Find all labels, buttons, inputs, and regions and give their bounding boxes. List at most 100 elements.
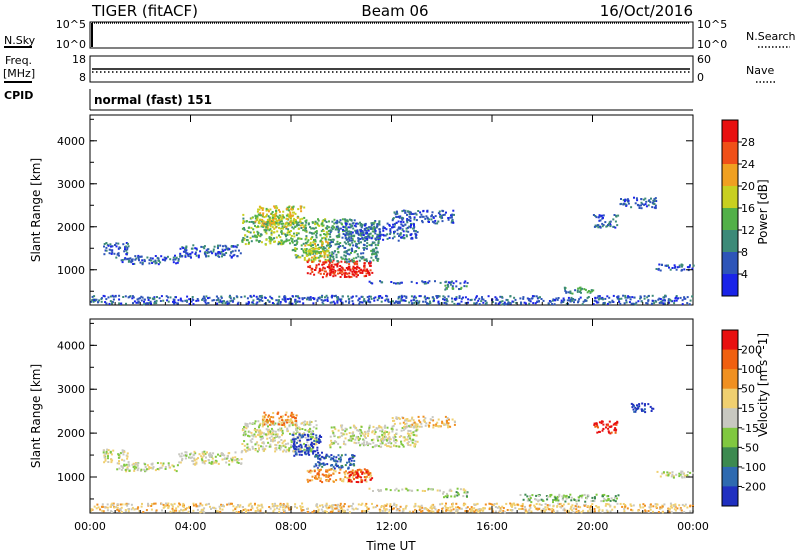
colorbar-tick-label-3: 15 bbox=[741, 402, 755, 415]
ytick-label-3: 4000 bbox=[57, 339, 85, 352]
freq-unit: [MHz] bbox=[3, 67, 35, 80]
xtick-label-3: 12:00 bbox=[376, 520, 408, 533]
power-region-17 bbox=[619, 196, 658, 210]
nsearch-tick-bottom: 10^0 bbox=[697, 38, 727, 51]
colorbar-tick-label-2: 20 bbox=[741, 180, 755, 193]
xtick-label-1: 04:00 bbox=[175, 520, 207, 533]
colorbar-swatch-5 bbox=[722, 230, 738, 253]
velocity-region-15 bbox=[593, 420, 619, 435]
freq-strip-frame bbox=[89, 55, 694, 83]
colorbar-tick-label-4: 12 bbox=[741, 224, 755, 237]
power-region-13 bbox=[368, 280, 469, 285]
ytick-label-1: 2000 bbox=[57, 221, 85, 234]
power-region-12 bbox=[391, 209, 455, 225]
colorbar-tick-label-6: -100 bbox=[741, 461, 766, 474]
power-region-2 bbox=[115, 254, 180, 266]
ytick-label-2: 3000 bbox=[57, 383, 85, 396]
velocity-region-13 bbox=[442, 491, 469, 499]
colorbar-swatch-2 bbox=[722, 369, 738, 390]
velocity-axes: 1000 2000 3000 4000 00:00 04:00 08:00 12:00 16:0… bbox=[57, 319, 709, 533]
nsky-tick-top: 10^5 bbox=[56, 18, 86, 31]
ytick-label-0: 1000 bbox=[57, 471, 85, 484]
velocity-region-5 bbox=[261, 411, 298, 427]
colorbar-swatch-3 bbox=[722, 186, 738, 209]
colorbar-tick-label-6: 4 bbox=[741, 268, 748, 281]
colorbar-tick-label-5: 8 bbox=[741, 246, 748, 259]
colorbar-swatch-6 bbox=[722, 252, 738, 275]
power-region-5 bbox=[254, 205, 306, 229]
colorbar-swatch-0 bbox=[722, 120, 738, 143]
velocity-region-2 bbox=[116, 462, 179, 473]
power-region-6 bbox=[291, 218, 331, 259]
colorbar-swatch-1 bbox=[722, 142, 738, 165]
velocity-panel-frame bbox=[89, 318, 694, 514]
colorbar-swatch-5 bbox=[722, 427, 738, 448]
velocity-region-12 bbox=[368, 487, 467, 493]
colorbar-frame bbox=[721, 329, 739, 507]
colorbar-tick-label-3: 16 bbox=[741, 202, 755, 215]
power-region-1 bbox=[103, 242, 130, 257]
velocity-colorbar-label: Velocity [m s^-1] bbox=[756, 333, 770, 437]
colorbar-tick-label-1: 100 bbox=[741, 363, 762, 376]
colorbar-tick-label-2: 50 bbox=[741, 383, 755, 396]
nave-tick-top: 60 bbox=[697, 53, 711, 66]
power-colorbar: 28 24 20 16 12 8 4 bbox=[721, 119, 755, 297]
colorbar-tick-label-5: -50 bbox=[741, 441, 759, 454]
xtick-label-5: 20:00 bbox=[577, 520, 609, 533]
cpid-value: normal (fast) 151 bbox=[94, 93, 212, 107]
power-region-3 bbox=[179, 244, 242, 259]
ytick-label-1: 2000 bbox=[57, 427, 85, 440]
power-region-14 bbox=[444, 283, 468, 291]
power-region-15 bbox=[563, 286, 595, 295]
nsky-tick-bottom: 10^0 bbox=[56, 38, 86, 51]
freq-tick-bottom: 8 bbox=[79, 71, 86, 84]
velocity-ylabel: Slant Range [km] bbox=[29, 364, 43, 468]
velocity-region-9 bbox=[347, 470, 374, 484]
colorbar-tick-label-0: 200 bbox=[741, 344, 762, 357]
power-colorbar-label: Power [dB] bbox=[756, 179, 770, 244]
velocity-region-14 bbox=[519, 493, 620, 504]
velocity-data-layer bbox=[90, 402, 695, 514]
colorbar-swatch-7 bbox=[722, 274, 738, 297]
power-panel-frame bbox=[89, 114, 694, 306]
xtick-label-2: 08:00 bbox=[275, 520, 307, 533]
colorbar-swatch-4 bbox=[722, 208, 738, 231]
ytick-label-2: 3000 bbox=[57, 178, 85, 191]
colorbar-swatch-4 bbox=[722, 408, 738, 429]
date-label: 16/Oct/2016 bbox=[600, 2, 693, 20]
nsky-label: N.Sky bbox=[4, 34, 36, 47]
freq-tick-top: 18 bbox=[72, 53, 86, 66]
colorbar-swatch-6 bbox=[722, 447, 738, 468]
ytick-label-0: 1000 bbox=[57, 264, 85, 277]
colorbar-swatch-8 bbox=[722, 486, 738, 507]
velocity-region-6 bbox=[291, 433, 323, 457]
colorbar-tick-label-7: -200 bbox=[741, 480, 766, 493]
nsearch-label: N.Search bbox=[746, 30, 796, 43]
xtick-label-4: 16:00 bbox=[476, 520, 508, 533]
colorbar-tick-label-1: 24 bbox=[741, 158, 755, 171]
power-axes: 1000 2000 3000 4000 bbox=[57, 115, 694, 305]
velocity-region-16 bbox=[630, 402, 655, 414]
power-region-11 bbox=[342, 222, 419, 242]
radar-title: TIGER (fitACF) bbox=[91, 2, 198, 20]
power-region-4 bbox=[241, 213, 293, 246]
nsky-strip-frame bbox=[89, 21, 694, 49]
beam-label: Beam 06 bbox=[361, 2, 428, 20]
time-xlabel: Time UT bbox=[365, 539, 416, 553]
colorbar-swatch-2 bbox=[722, 164, 738, 187]
velocity-region-7 bbox=[313, 453, 356, 470]
velocity-region-10 bbox=[328, 424, 419, 449]
velocity-region-3 bbox=[178, 450, 243, 466]
power-region-16 bbox=[592, 214, 620, 229]
power-region-0 bbox=[90, 294, 694, 306]
colorbar-swatch-1 bbox=[722, 349, 738, 370]
velocity-region-1 bbox=[102, 448, 130, 464]
colorbar-swatch-7 bbox=[722, 466, 738, 487]
colorbar-swatch-0 bbox=[722, 330, 738, 351]
cpid-label: CPID bbox=[4, 89, 33, 102]
power-region-18 bbox=[655, 263, 695, 272]
freq-label: Freq. bbox=[5, 54, 32, 67]
ytick-label-3: 4000 bbox=[57, 135, 85, 148]
velocity-region-0 bbox=[90, 502, 695, 514]
